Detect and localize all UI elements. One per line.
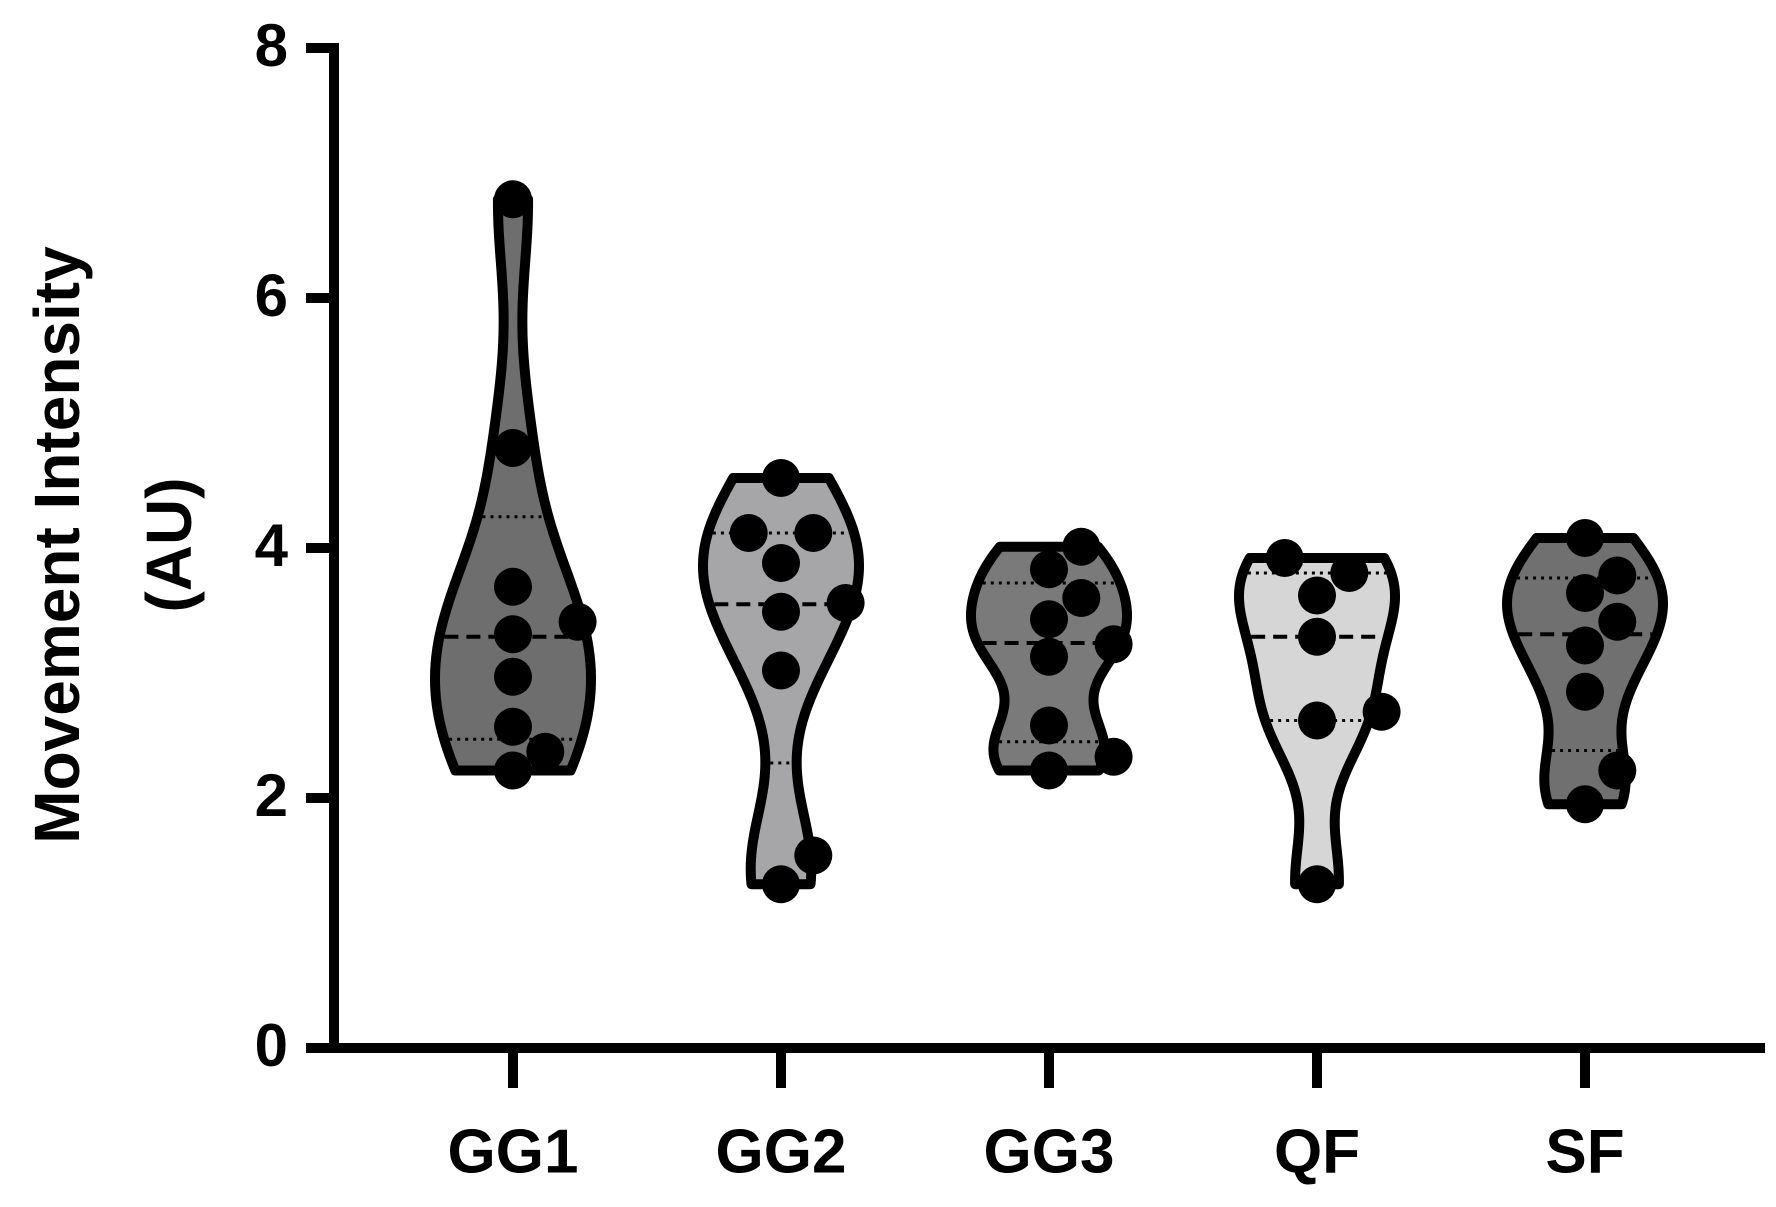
data-point: [494, 751, 532, 790]
data-point: [1298, 576, 1336, 615]
data-point: [1298, 865, 1336, 904]
y-tick-label: 0: [255, 1012, 288, 1079]
data-point: [1062, 527, 1101, 566]
x-tick-label: SF: [1545, 1117, 1624, 1186]
data-point: [762, 592, 800, 631]
x-tick-label: GG2: [716, 1117, 847, 1186]
data-point: [1094, 737, 1133, 776]
data-point: [1330, 554, 1369, 592]
x-tick-label: GG3: [984, 1117, 1115, 1186]
data-point: [1566, 519, 1604, 557]
data-point: [1030, 600, 1068, 639]
data-point: [1598, 751, 1637, 790]
x-tick-label: GG1: [448, 1117, 579, 1186]
data-point: [762, 459, 800, 497]
data-point: [1265, 539, 1304, 577]
data-point: [762, 544, 800, 582]
data-point: [494, 180, 532, 219]
x-tick-label: QF: [1274, 1117, 1360, 1186]
data-point: [1298, 701, 1336, 740]
data-point: [1062, 579, 1101, 617]
data-point: [1566, 785, 1604, 824]
data-point: [1094, 625, 1133, 664]
y-tick-label: 4: [255, 512, 289, 579]
data-point: [1030, 706, 1068, 745]
data-point: [1030, 637, 1068, 676]
data-point: [558, 602, 597, 641]
y-tick-label: 2: [255, 762, 288, 829]
data-point: [794, 514, 833, 552]
y-axis-title-line: (AU): [133, 477, 205, 612]
y-tick-label: 6: [255, 262, 288, 329]
data-point: [729, 514, 768, 552]
data-point: [494, 429, 532, 467]
y-axis-title-line: Movement Intensity: [21, 246, 93, 844]
data-point: [494, 657, 532, 696]
data-point: [1566, 626, 1604, 665]
data-point: [1598, 556, 1637, 595]
data-point: [494, 615, 532, 654]
data-point: [1566, 574, 1604, 612]
data-point: [762, 651, 800, 690]
data-point: [762, 865, 800, 904]
data-point: [794, 836, 833, 875]
data-point: [1030, 751, 1068, 790]
data-point: [1566, 672, 1604, 711]
data-point: [1030, 550, 1068, 589]
data-point: [494, 707, 532, 746]
y-axis-title: Movement Intensity (AU): [21, 246, 205, 844]
data-point: [1598, 602, 1637, 641]
data-point: [526, 732, 565, 771]
data-point: [1362, 692, 1401, 731]
data-point: [826, 584, 865, 622]
data-point: [494, 567, 532, 606]
y-tick-label: 8: [255, 12, 288, 79]
data-point: [1298, 617, 1336, 656]
